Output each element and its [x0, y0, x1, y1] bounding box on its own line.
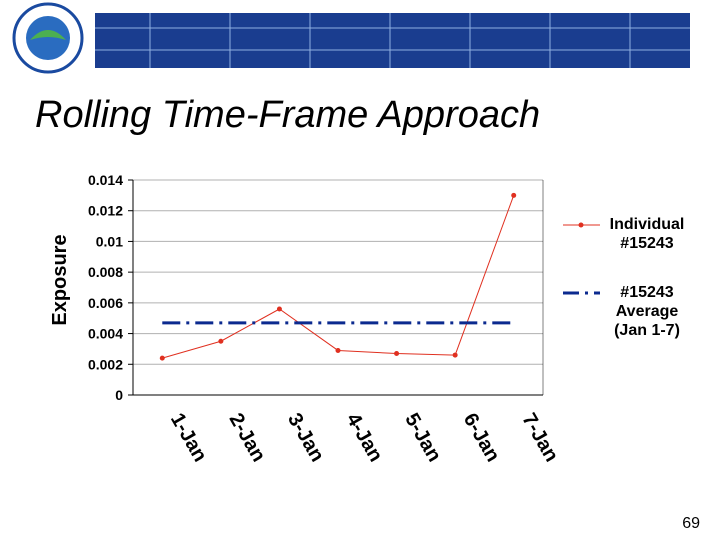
x-tick-label: 2-Jan	[225, 410, 270, 466]
y-tick-label: 0.012	[88, 203, 123, 219]
banner-grid	[95, 13, 690, 68]
data-point	[335, 347, 341, 353]
data-point	[394, 351, 400, 357]
data-point	[276, 306, 282, 312]
y-tick-label: 0.004	[88, 326, 123, 342]
y-tick-label: 0.01	[96, 233, 123, 249]
y-tick-label: 0.008	[88, 264, 123, 280]
x-tick-label: 5-Jan	[400, 410, 445, 466]
x-tick-label: 1-Jan	[166, 410, 211, 466]
x-tick-label: 7-Jan	[517, 410, 562, 466]
logo-leaf	[30, 30, 66, 40]
y-tick-label: 0.014	[88, 172, 123, 188]
legend-label: #15243 Average (Jan 1-7)	[614, 284, 680, 339]
logo-inner	[26, 16, 70, 60]
y-axis-label: Exposure	[49, 234, 71, 325]
slide-title: Rolling Time-Frame Approach	[35, 94, 540, 136]
banner	[95, 13, 690, 68]
y-tick-label: 0.002	[88, 356, 123, 372]
y-tick-label: 0.006	[88, 295, 123, 311]
page-number: 69	[682, 515, 700, 532]
x-tick-label: 4-Jan	[342, 410, 387, 466]
data-point	[452, 352, 458, 358]
data-point	[159, 355, 165, 361]
data-point	[511, 192, 517, 198]
x-tick-label: 6-Jan	[459, 410, 504, 466]
y-tick-label: 0	[115, 387, 123, 403]
x-tick-label: 3-Jan	[283, 410, 328, 466]
legend-marker	[578, 222, 584, 228]
legend-label: Individual #15243	[609, 216, 685, 252]
data-point	[218, 338, 224, 344]
